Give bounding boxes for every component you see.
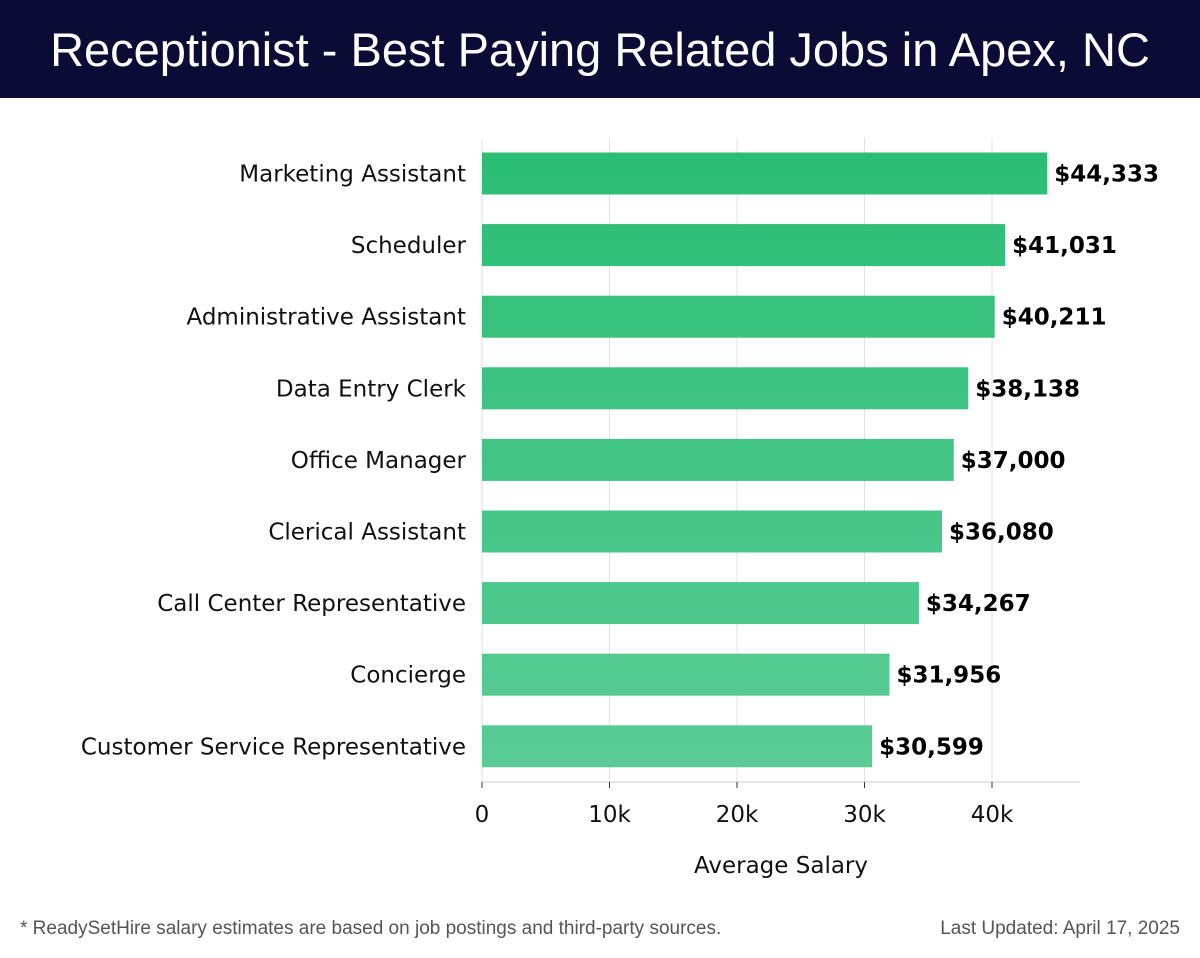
bar: [482, 725, 873, 768]
category-label: Call Center Representative: [157, 591, 466, 617]
page-title: Receptionist - Best Paying Related Jobs …: [50, 23, 1150, 76]
bar: [482, 653, 890, 696]
value-label: $37,000: [961, 448, 1066, 474]
category-label: Concierge: [350, 663, 466, 689]
bar: [482, 510, 943, 553]
category-label: Scheduler: [351, 233, 467, 259]
bar: [482, 224, 1006, 267]
value-label: $40,211: [1002, 305, 1107, 331]
last-updated: Last Updated: April 17, 2025: [940, 918, 1180, 939]
value-label: $36,080: [949, 520, 1054, 546]
x-tick-label: 0: [475, 802, 490, 828]
value-label: $34,267: [926, 591, 1031, 617]
category-label: Administrative Assistant: [186, 305, 466, 331]
x-axis-title: Average Salary: [694, 853, 868, 879]
value-label: $30,599: [879, 734, 984, 760]
x-tick-label: 30k: [843, 802, 886, 828]
value-label: $38,138: [975, 376, 1080, 402]
category-label: Marketing Assistant: [239, 162, 466, 188]
bar: [482, 367, 969, 410]
category-label: Office Manager: [291, 448, 467, 474]
bar: [482, 438, 954, 481]
x-tick-label: 10k: [588, 802, 631, 828]
category-label: Clerical Assistant: [268, 520, 466, 546]
footnote: * ReadySetHire salary estimates are base…: [20, 918, 722, 939]
category-label: Data Entry Clerk: [276, 376, 467, 402]
bar: [482, 295, 995, 338]
bar: [482, 152, 1048, 195]
bar: [482, 582, 919, 625]
value-label: $31,956: [896, 663, 1001, 689]
x-tick-label: 20k: [716, 802, 759, 828]
x-tick-label: 40k: [971, 802, 1014, 828]
value-label: $41,031: [1012, 233, 1117, 259]
value-label: $44,333: [1054, 162, 1159, 188]
category-label: Customer Service Representative: [81, 734, 466, 760]
header-banner: Receptionist - Best Paying Related Jobs …: [0, 0, 1200, 98]
